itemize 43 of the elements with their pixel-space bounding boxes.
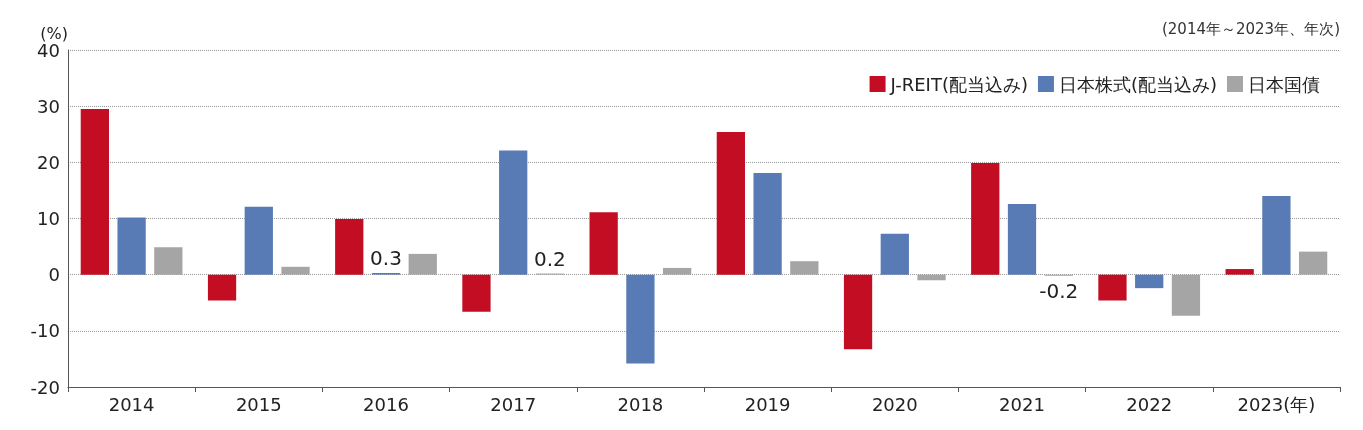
- bar: [1098, 274, 1127, 301]
- x-tick-label: 2018: [617, 393, 664, 415]
- bar: [589, 212, 618, 275]
- legend-label: J-REIT(配当込み): [889, 73, 1028, 95]
- legend-label: 日本国債: [1248, 73, 1320, 95]
- bar: [80, 108, 109, 275]
- data-label: 0.3: [370, 245, 402, 270]
- text: (2014年～2023年、年次): [1161, 19, 1341, 38]
- legend-label: 日本株式(配当込み): [1058, 73, 1217, 95]
- y-tick-label: 0: [48, 264, 60, 286]
- y-tick-label: 10: [37, 208, 60, 229]
- bar: [843, 274, 873, 350]
- bar: [117, 217, 146, 275]
- bar: [626, 274, 655, 364]
- bar: [716, 132, 745, 275]
- bar: [753, 173, 782, 275]
- x-tick-label: 2023(年): [1237, 393, 1316, 415]
- bar: [1007, 203, 1037, 275]
- x-tick-label: 2021: [999, 393, 1045, 415]
- bar: [1225, 269, 1254, 275]
- data-label: 0.2: [534, 246, 566, 271]
- y-tick-label: 30: [37, 95, 60, 117]
- bar: [880, 233, 909, 275]
- bar: [462, 274, 491, 312]
- bar: [1135, 274, 1164, 289]
- bar: [244, 206, 273, 275]
- y-tick-label: -10: [30, 320, 60, 342]
- bar: [207, 274, 237, 301]
- x-tick-label: 2016: [363, 393, 409, 415]
- data-label: -0.2: [1039, 278, 1079, 303]
- x-tick-label: 2022: [1126, 393, 1173, 415]
- x-tick-label: 2017: [490, 393, 537, 415]
- y-tick-label: -20: [30, 376, 60, 398]
- y-axis-title: (%): [40, 23, 68, 43]
- x-tick-label: 2020: [871, 393, 918, 415]
- bar: [1262, 196, 1291, 275]
- bar: [499, 150, 528, 275]
- y-tick-label: 20: [37, 151, 60, 173]
- x-tick-label: 2015: [235, 393, 282, 415]
- x-tick-label: 2014: [108, 393, 155, 415]
- bar: [335, 219, 364, 275]
- bar: [971, 162, 1000, 275]
- x-tick-label: 2019: [744, 393, 791, 415]
